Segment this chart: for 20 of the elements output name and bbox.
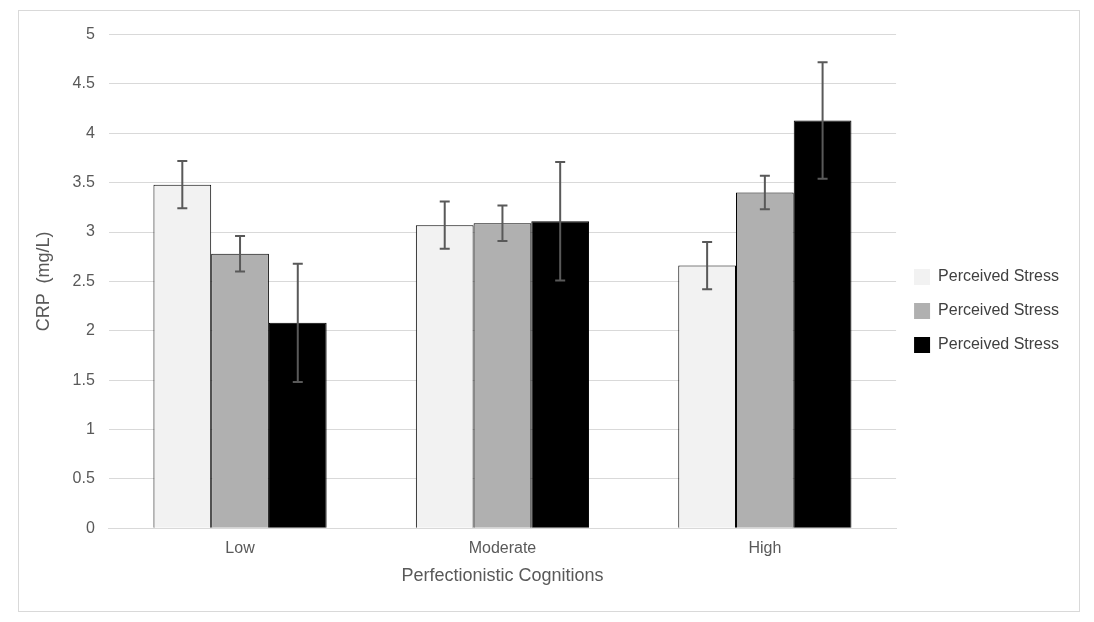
- y-tick-label: 1.5: [72, 370, 95, 388]
- y-tick-label: 2: [85, 321, 95, 339]
- legend-label: Perceived Stress: [938, 335, 1059, 353]
- y-axis-title: CRP (mg/L): [32, 231, 53, 332]
- x-tick-label: Moderate: [468, 539, 537, 557]
- y-tick-label: 3: [85, 222, 95, 240]
- bar: [268, 322, 327, 528]
- y-tick-label: 4.5: [72, 74, 95, 92]
- legend-label: Perceived Stress: [938, 301, 1059, 319]
- legend-label: Perceived Stress: [938, 267, 1059, 285]
- y-tick-label: 4: [85, 123, 95, 141]
- y-tick-label: 3.5: [72, 173, 95, 191]
- y-tick-label: 5: [85, 25, 95, 43]
- x-axis-title: Perfectionistic Cognitions: [401, 565, 604, 586]
- y-tick-label: 2.5: [72, 271, 95, 289]
- x-tick-label: High: [748, 539, 782, 557]
- y-tick-label: 0.5: [72, 469, 95, 487]
- y-tick-label: 1: [85, 419, 95, 437]
- x-tick-label: Low: [225, 539, 256, 557]
- y-tick-label: 0: [85, 518, 95, 536]
